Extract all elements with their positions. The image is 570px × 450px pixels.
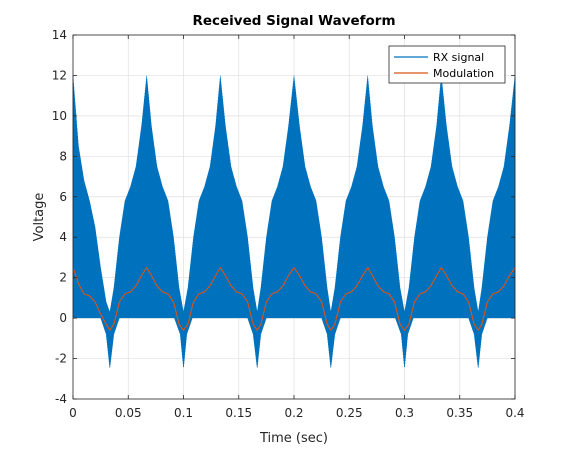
x-tick-label: 0.05: [115, 406, 142, 420]
legend-box: [388, 45, 506, 84]
x-tick-label: 0.35: [446, 406, 473, 420]
x-axis-label: Time (sec): [259, 431, 328, 446]
y-tick-label: 14: [52, 28, 67, 42]
x-tick-label: 0.25: [336, 406, 363, 420]
legend-label-modulation: Modulation: [433, 67, 494, 80]
y-tick-label: 0: [59, 311, 67, 325]
x-axis-ticks: 0 0.05 0.1 0.15 0.2 0.25 0.3 0.35 0.4: [69, 35, 525, 420]
x-tick-label: 0: [69, 406, 77, 420]
y-tick-label: 8: [59, 149, 67, 163]
legend: RX signal Modulation: [388, 45, 506, 84]
y-tick-label: -2: [55, 352, 67, 366]
y-tick-label: 4: [59, 230, 67, 244]
y-axis-label: Voltage: [32, 193, 47, 242]
y-axis-ticks: -4 -2 0 2 4 6 8 10 12 14: [52, 28, 515, 406]
y-tick-label: 10: [52, 109, 67, 123]
modulation-series: [72, 267, 516, 331]
legend-label-rx-signal: RX signal: [433, 51, 484, 64]
x-tick-label: 0.3: [395, 406, 414, 420]
x-tick-label: 0.2: [284, 406, 303, 420]
y-tick-label: 2: [59, 271, 67, 285]
x-tick-label: 0.15: [225, 406, 252, 420]
y-tick-label: 6: [59, 190, 67, 204]
chart-title: Received Signal Waveform: [192, 13, 395, 29]
y-tick-label: -4: [55, 392, 67, 406]
x-tick-label: 0.4: [505, 406, 524, 420]
x-tick-label: 0.1: [174, 406, 193, 420]
modulation-line: [72, 267, 516, 331]
y-tick-label: 12: [52, 68, 67, 82]
